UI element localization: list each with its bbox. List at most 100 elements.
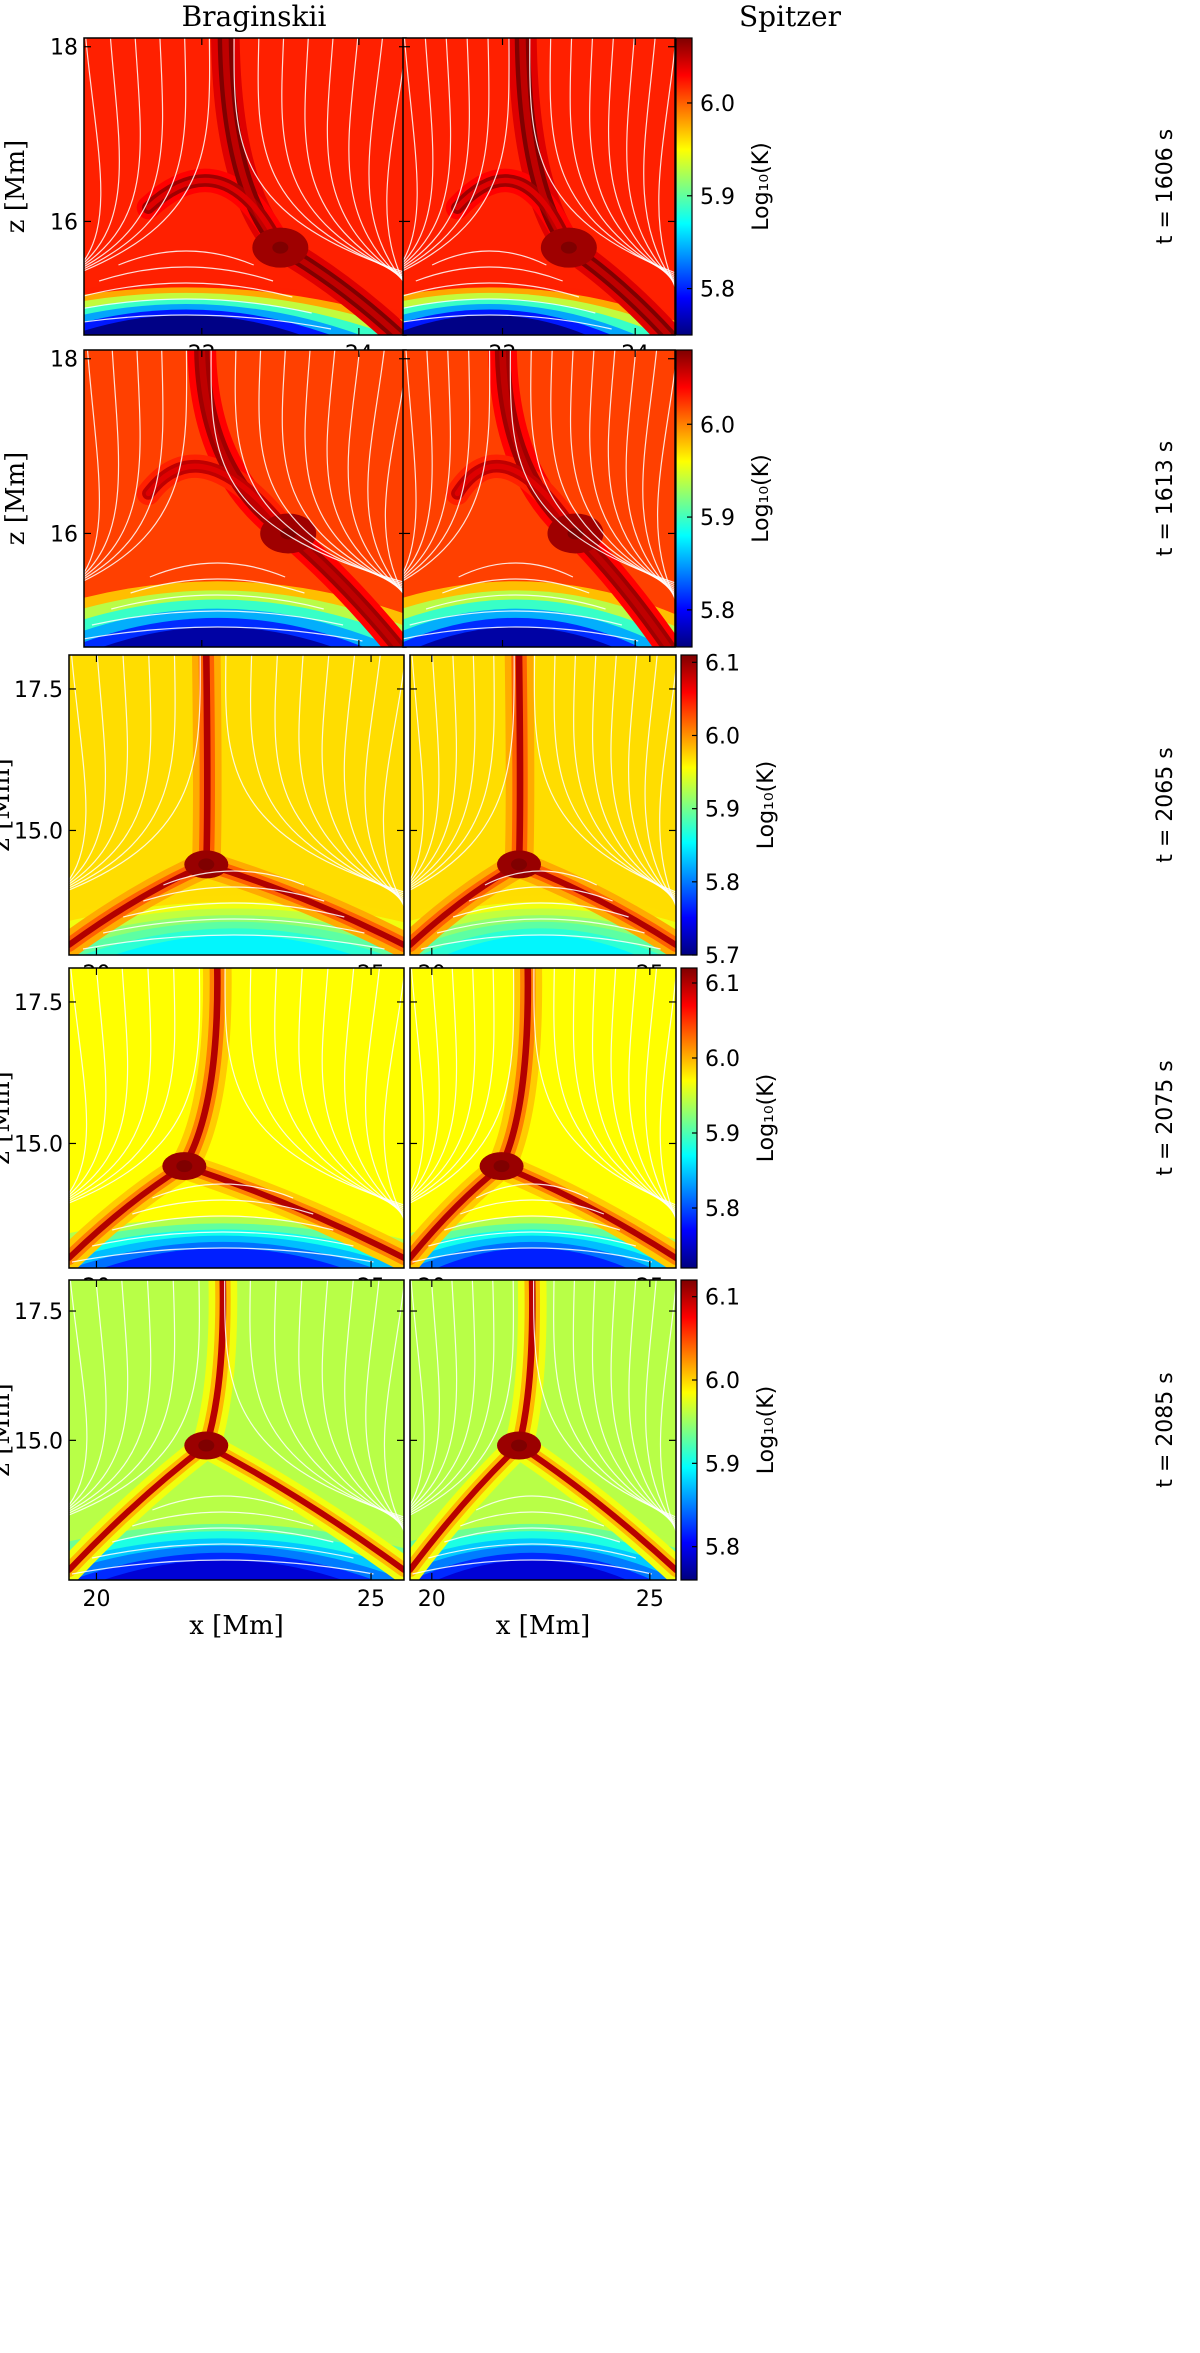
arcade-field-line bbox=[475, 1183, 589, 1199]
field-line bbox=[591, 1280, 676, 1524]
axes-frame bbox=[68, 967, 405, 1269]
axes-frame bbox=[402, 37, 676, 336]
arcade-field-line bbox=[412, 1559, 652, 1575]
dome-layer bbox=[403, 315, 587, 335]
field-line bbox=[233, 38, 406, 274]
colorbar-gradient bbox=[680, 967, 698, 1269]
current-sheet-branch bbox=[181, 1163, 404, 1261]
field-line bbox=[84, 350, 141, 578]
field-line bbox=[364, 968, 404, 1218]
field-line bbox=[84, 350, 101, 574]
field-line bbox=[403, 38, 510, 272]
plasmoid-core bbox=[272, 241, 289, 254]
arcade-field-line bbox=[91, 610, 344, 626]
colorbar-tick-label: 6.0 bbox=[700, 92, 735, 117]
colorbar-tick-label: 5.8 bbox=[705, 1536, 740, 1561]
y-tick-label: 18 bbox=[50, 348, 78, 373]
y-axis-label: z [Mm] bbox=[1, 452, 31, 546]
field-line bbox=[553, 655, 676, 895]
field-line bbox=[326, 38, 406, 282]
field-line bbox=[659, 970, 676, 1220]
field-line bbox=[69, 968, 129, 1198]
heatmap-panel-braginskii-row-1: 22241618x [Mm]z [Mm] bbox=[1, 36, 407, 396]
field-line bbox=[403, 350, 451, 578]
axes-frame bbox=[409, 1279, 677, 1581]
field-line bbox=[410, 655, 440, 883]
field-line bbox=[572, 655, 676, 897]
field-line bbox=[298, 1280, 404, 1524]
colorbar-label: Log₁₀(K) bbox=[749, 142, 774, 231]
arcade-field-line bbox=[71, 1247, 374, 1263]
current-sheet-spine bbox=[498, 968, 532, 1170]
arcade-field-line bbox=[403, 298, 596, 314]
field-line bbox=[549, 38, 675, 276]
field-line bbox=[364, 655, 404, 905]
current-sheet-branch bbox=[203, 1442, 404, 1573]
field-line bbox=[403, 38, 418, 262]
arcade-field-line bbox=[84, 298, 312, 314]
time-label: t = 2075 s bbox=[1153, 1060, 1178, 1176]
colorbar-tick-label: 6.0 bbox=[705, 724, 740, 749]
field-line bbox=[533, 968, 676, 1206]
field-line bbox=[234, 350, 406, 586]
y-tick-label: 17.5 bbox=[14, 1300, 63, 1325]
axes-frame bbox=[409, 967, 677, 1269]
field-line bbox=[659, 663, 676, 907]
colorbar-row-5: 5.8 5.9 6.0 6.1 Log₁₀(K) bbox=[680, 1279, 779, 1581]
y-tick-label: 15.0 bbox=[14, 1132, 63, 1157]
field-line bbox=[84, 350, 164, 580]
field-line bbox=[628, 968, 676, 1216]
plasmoid-core bbox=[493, 1160, 510, 1173]
field-line bbox=[69, 1280, 152, 1512]
plasmoid-core bbox=[511, 858, 528, 871]
arcade-field-line bbox=[415, 266, 563, 282]
field-line bbox=[321, 968, 404, 1214]
heatmap-panel-spitzer-row-1: 2224x [Mm] bbox=[402, 37, 676, 396]
field-line bbox=[281, 350, 406, 590]
y-tick-label: 15.0 bbox=[14, 819, 63, 844]
field-line bbox=[69, 655, 107, 883]
dome-layer bbox=[437, 1248, 628, 1268]
figure-row-1: 22241618x [Mm]z [Mm]2224x [Mm]5.85.96.0L… bbox=[1, 36, 1178, 396]
arcade-field-line bbox=[444, 1527, 621, 1543]
field-line bbox=[69, 655, 176, 889]
field-line bbox=[249, 968, 404, 1208]
arcade-field-line bbox=[412, 1247, 652, 1263]
field-line bbox=[321, 655, 404, 901]
field-line bbox=[410, 968, 425, 1194]
dome-layer bbox=[103, 1560, 343, 1580]
field-line bbox=[343, 968, 404, 1216]
colorbar-label: Log₁₀(K) bbox=[754, 1386, 779, 1475]
current-sheet-branch bbox=[498, 1163, 676, 1261]
field-line bbox=[386, 42, 406, 288]
field-line bbox=[410, 1280, 458, 1510]
arcade-field-line bbox=[84, 626, 363, 642]
colorbar-row-2: 5.8 5.9 6.0 Log₁₀(K) bbox=[675, 349, 774, 648]
field-line bbox=[410, 968, 458, 1198]
axes-frame bbox=[409, 654, 677, 956]
y-tick-label: 15.0 bbox=[14, 1429, 63, 1454]
arcade-field-line bbox=[123, 902, 345, 918]
field-line bbox=[69, 1280, 88, 1506]
field-line bbox=[403, 38, 452, 266]
colorbar-label: Log₁₀(K) bbox=[754, 1074, 779, 1163]
arcade-field-line bbox=[98, 266, 274, 282]
y-axis-label: z [Mm] bbox=[1, 140, 31, 234]
field-line bbox=[210, 350, 406, 584]
arcade-field-line bbox=[484, 870, 597, 886]
field-line bbox=[298, 655, 404, 899]
x-tick-label: 20 bbox=[418, 1587, 446, 1612]
colorbar-label: Log₁₀(K) bbox=[754, 761, 779, 850]
current-sheet-spine bbox=[181, 968, 221, 1170]
arcade-field-line bbox=[82, 934, 385, 950]
arcade-field-line bbox=[143, 886, 325, 902]
current-sheet-spine bbox=[202, 655, 211, 868]
field-line bbox=[403, 38, 490, 270]
x-tick-label: 25 bbox=[636, 1587, 664, 1612]
arcade-field-line bbox=[403, 626, 639, 642]
y-axis-label: z [Mm] bbox=[0, 1071, 16, 1165]
column-title-spitzer: Spitzer bbox=[739, 0, 842, 33]
field-line bbox=[403, 38, 470, 268]
